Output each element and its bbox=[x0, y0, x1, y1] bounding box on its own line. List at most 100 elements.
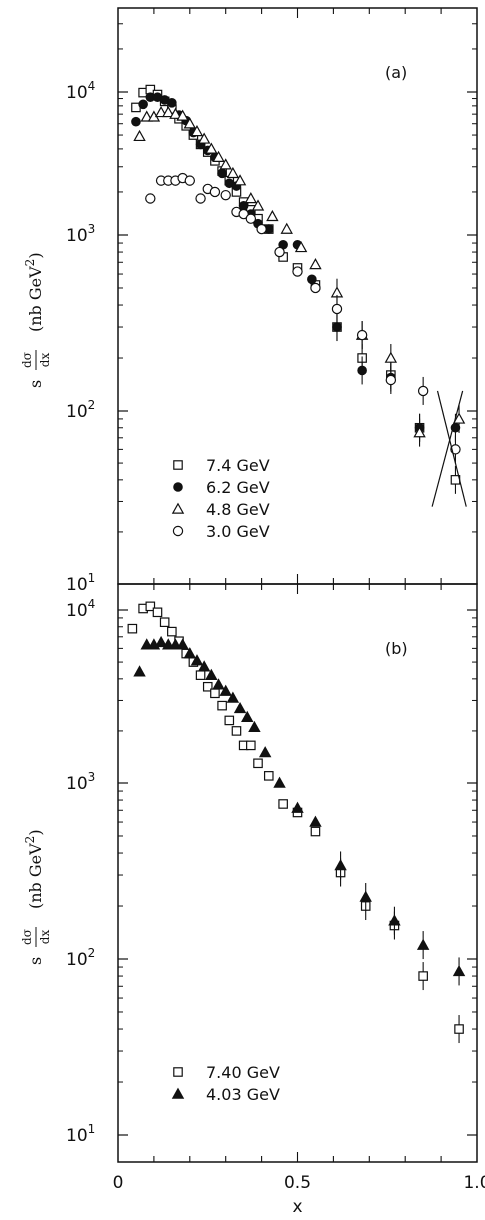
legend-label: 4.03 GeV bbox=[206, 1085, 280, 1104]
data-point bbox=[217, 168, 227, 179]
data-point bbox=[167, 98, 177, 108]
y-axis-label: s dσ dx (nb GeV2) bbox=[20, 829, 52, 965]
y-label-unit-text: (nb GeV bbox=[26, 266, 45, 332]
data-point bbox=[159, 617, 170, 628]
y-tick-exponent: 1 bbox=[88, 1122, 96, 1136]
y-tick-base: 10 bbox=[66, 83, 88, 103]
data-point bbox=[133, 129, 146, 142]
data-point bbox=[331, 303, 343, 315]
y-label-unit: (nb GeV2) bbox=[23, 252, 45, 332]
data-point bbox=[224, 715, 235, 726]
data-point bbox=[280, 222, 293, 234]
data-point bbox=[416, 938, 430, 950]
data-point bbox=[251, 199, 265, 211]
y-label-numerator: dσ bbox=[20, 929, 34, 945]
data-point bbox=[197, 132, 211, 144]
data-point bbox=[385, 374, 397, 386]
data-point bbox=[244, 192, 258, 204]
data-point bbox=[217, 700, 227, 711]
series-3-0-gev bbox=[145, 172, 461, 464]
y-tick-base: 10 bbox=[66, 774, 88, 794]
y-tick-base: 10 bbox=[66, 601, 88, 621]
data-point bbox=[248, 720, 261, 733]
y-label-s: s bbox=[26, 380, 45, 388]
x-axis-label: x bbox=[292, 1197, 302, 1217]
data-point bbox=[210, 688, 220, 699]
data-point bbox=[359, 890, 372, 902]
y-label-denominator: dx bbox=[38, 353, 52, 368]
y-tick-label: 102 bbox=[66, 946, 95, 970]
legend-label: 4.8 GeV bbox=[206, 500, 270, 519]
data-point bbox=[452, 412, 466, 424]
data-point bbox=[127, 623, 138, 634]
data-point bbox=[226, 691, 240, 703]
data-point bbox=[233, 701, 247, 714]
error-band-line bbox=[436, 390, 467, 507]
data-point bbox=[212, 150, 225, 162]
legend-marker bbox=[173, 482, 183, 492]
data-point bbox=[310, 282, 321, 294]
data-point bbox=[233, 174, 247, 186]
data-point bbox=[162, 105, 175, 118]
y-tick-base: 10 bbox=[66, 575, 88, 595]
y-label-unit-text: (nb GeV bbox=[26, 843, 45, 909]
y-tick-label: 103 bbox=[66, 770, 95, 794]
y-tick-base: 10 bbox=[66, 402, 88, 422]
legend-label: 7.40 GeV bbox=[206, 1063, 280, 1082]
data-point bbox=[145, 193, 156, 204]
data-point bbox=[209, 186, 221, 198]
data-point bbox=[310, 826, 321, 837]
data-point bbox=[413, 426, 426, 438]
data-point bbox=[220, 189, 231, 201]
data-point bbox=[205, 142, 218, 154]
legend-label: 7.4 GeV bbox=[206, 456, 270, 475]
data-point bbox=[309, 258, 322, 270]
data-point bbox=[183, 117, 197, 129]
y-label-unit-close: ) bbox=[26, 252, 45, 258]
y-label-unit-close: ) bbox=[26, 829, 45, 835]
data-point bbox=[273, 776, 286, 788]
y-tick-exponent: 3 bbox=[88, 770, 96, 784]
legend-marker bbox=[173, 1067, 183, 1077]
data-point bbox=[133, 665, 146, 677]
y-label-unit-sup: 2 bbox=[23, 259, 37, 267]
data-point bbox=[195, 670, 206, 680]
y-label-numerator: dσ bbox=[20, 352, 34, 368]
y-tick-base: 10 bbox=[66, 950, 88, 970]
data-point bbox=[357, 365, 367, 376]
series-4-03-gev bbox=[133, 635, 466, 986]
y-tick-base: 10 bbox=[66, 1126, 88, 1146]
data-point bbox=[131, 116, 141, 127]
data-point bbox=[291, 801, 304, 813]
data-point bbox=[195, 193, 206, 204]
data-point bbox=[226, 166, 240, 179]
y-tick-label: 102 bbox=[66, 398, 95, 422]
data-point bbox=[190, 654, 204, 666]
series-4-8-gev bbox=[133, 105, 466, 447]
data-point bbox=[263, 771, 274, 781]
x-tick-label: 0 bbox=[113, 1173, 124, 1193]
y-tick-label: 103 bbox=[66, 222, 95, 246]
y-tick-exponent: 1 bbox=[88, 571, 96, 585]
data-point bbox=[176, 638, 189, 650]
data-point bbox=[454, 1024, 464, 1034]
data-point bbox=[332, 322, 342, 332]
data-point bbox=[184, 175, 195, 186]
y-tick-exponent: 4 bbox=[88, 79, 96, 93]
data-point bbox=[266, 209, 279, 222]
data-point bbox=[334, 859, 347, 871]
y-axis-label: s dσ dx (nb GeV2) bbox=[20, 252, 52, 388]
series-7-40-gev bbox=[127, 601, 464, 1044]
data-point bbox=[292, 266, 303, 277]
data-point bbox=[452, 964, 466, 977]
y-tick-exponent: 4 bbox=[88, 597, 96, 611]
y-tick-exponent: 2 bbox=[88, 398, 96, 412]
y-tick-label: 101 bbox=[66, 571, 95, 595]
data-point bbox=[152, 607, 163, 618]
data-point bbox=[138, 99, 148, 110]
data-point bbox=[274, 246, 285, 258]
data-point bbox=[145, 601, 156, 612]
x-tick-label: 0.5 bbox=[284, 1173, 311, 1193]
